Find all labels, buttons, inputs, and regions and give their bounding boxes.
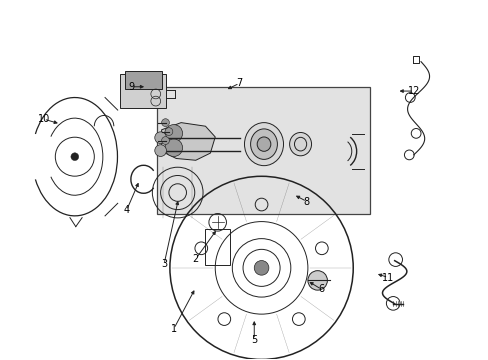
Ellipse shape <box>244 123 283 166</box>
Text: 6: 6 <box>318 284 324 294</box>
Text: 5: 5 <box>251 334 257 345</box>
Text: 1: 1 <box>170 324 177 334</box>
Text: 8: 8 <box>303 197 309 207</box>
Text: 4: 4 <box>123 206 129 216</box>
Circle shape <box>164 139 182 157</box>
Ellipse shape <box>289 132 311 156</box>
Circle shape <box>155 132 166 144</box>
Polygon shape <box>161 123 215 160</box>
Circle shape <box>161 137 169 144</box>
FancyBboxPatch shape <box>120 74 166 108</box>
Circle shape <box>164 125 182 142</box>
Text: 3: 3 <box>161 259 167 269</box>
Text: 2: 2 <box>192 254 199 264</box>
Circle shape <box>254 261 268 275</box>
FancyBboxPatch shape <box>157 87 369 214</box>
Text: 9: 9 <box>128 82 134 92</box>
Ellipse shape <box>257 137 270 151</box>
Circle shape <box>164 128 172 135</box>
Text: 12: 12 <box>407 86 420 96</box>
FancyBboxPatch shape <box>205 229 229 265</box>
Text: 10: 10 <box>38 114 50 124</box>
Text: 7: 7 <box>236 78 242 88</box>
FancyBboxPatch shape <box>125 71 161 89</box>
Circle shape <box>71 153 79 161</box>
Ellipse shape <box>250 129 277 159</box>
Text: 11: 11 <box>382 273 394 283</box>
Circle shape <box>155 145 166 157</box>
Circle shape <box>307 271 327 290</box>
Circle shape <box>161 119 169 126</box>
